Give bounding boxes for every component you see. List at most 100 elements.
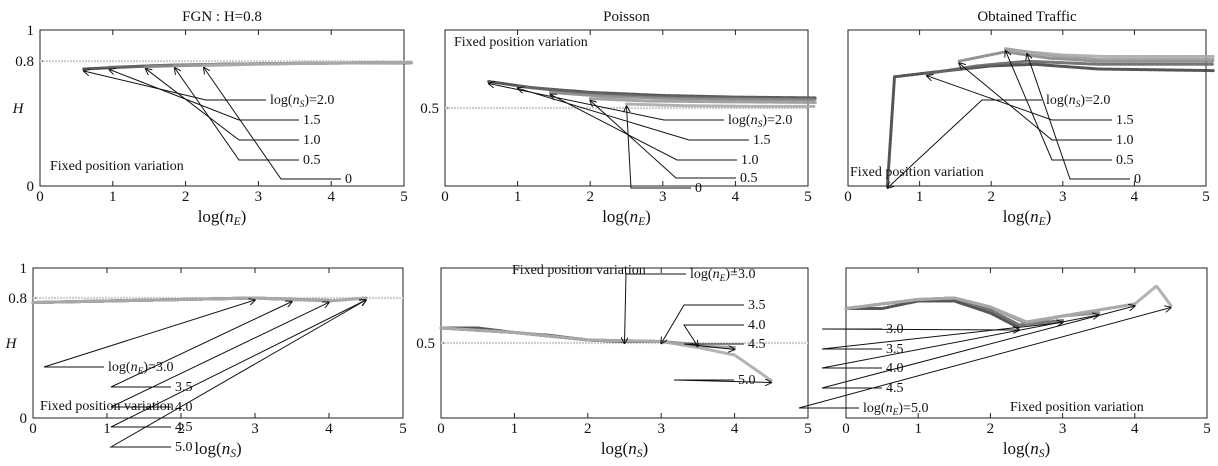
y-tick-label: 0.5 — [420, 101, 439, 117]
x-tick-label: 1 — [916, 189, 924, 205]
x-axis-label: log(nS) — [1003, 439, 1050, 460]
x-tick-label: 5 — [400, 189, 408, 205]
x-tick-label: 5 — [1203, 421, 1211, 437]
leader-arrow — [887, 99, 1042, 188]
chart-title: Poisson — [603, 9, 650, 25]
leader-arrow — [625, 273, 686, 344]
x-tick-label: 3 — [1059, 421, 1067, 437]
leader-arrow — [959, 63, 1112, 141]
x-tick-label: 1 — [109, 189, 117, 205]
series-line-5 — [844, 284, 1173, 324]
curve-label: log(nS)=2.0 — [728, 113, 792, 130]
x-axis-label: log(nE) — [1003, 207, 1052, 228]
annotation-text: Fixed position variation — [454, 35, 588, 50]
x-tick-label: 4 — [1131, 189, 1139, 205]
x-tick-label: 0 — [29, 421, 37, 437]
y-tick-label: 0.8 — [15, 54, 34, 70]
curve-label: 0.5 — [1116, 153, 1134, 168]
x-tick-label: 2 — [182, 189, 190, 205]
annotation-text: Fixed position variation — [1010, 400, 1144, 415]
leader-arrow — [627, 106, 691, 189]
leader-arrow — [1027, 54, 1130, 180]
x-tick-label: 5 — [804, 189, 812, 205]
x-tick-label: 4 — [731, 421, 739, 437]
series-line-5 — [202, 60, 413, 68]
leader-arrow — [683, 324, 744, 347]
leader-arrow — [146, 69, 299, 141]
series-line-3 — [957, 50, 1215, 63]
annotation-text: Fixed position variation — [512, 263, 646, 278]
plot-frame — [847, 29, 1207, 187]
curve-label: 1.0 — [741, 153, 759, 168]
leader-arrow — [1006, 51, 1112, 161]
y-tick-label: 0 — [27, 179, 35, 195]
curve-label: 1.0 — [303, 133, 321, 148]
leader-arrow — [110, 302, 292, 388]
leader-arrow — [821, 315, 1099, 369]
leader-arrow — [109, 300, 366, 448]
curve-label: 0.5 — [303, 153, 321, 168]
series-line-5 — [31, 296, 368, 304]
y-tick-label: 1 — [20, 261, 28, 277]
y-tick-label: 1 — [27, 23, 35, 39]
leader-arrow — [661, 304, 744, 344]
leader-arrow — [84, 71, 266, 101]
series-line-5 — [625, 102, 817, 108]
leader-arrow — [175, 68, 299, 161]
curve-label: 3.0 — [886, 322, 904, 337]
x-tick-label: 3 — [255, 189, 263, 205]
x-tick-label: 0 — [437, 421, 445, 437]
x-tick-label: 2 — [177, 421, 185, 437]
curve-label: 5.0 — [175, 440, 193, 455]
x-tick-label: 0 — [36, 189, 44, 205]
leader-arrow — [798, 308, 1171, 409]
series-line-1 — [844, 299, 1021, 330]
curve-label: 4.5 — [175, 420, 193, 435]
curve-label: 0 — [1134, 172, 1141, 187]
y-axis-label: H — [12, 101, 25, 117]
leader-arrow — [204, 68, 341, 180]
curve-label: log(nE)=3.0 — [690, 267, 755, 284]
leader-arrow — [489, 84, 724, 121]
plot-frame — [39, 29, 405, 187]
series-line-5 — [439, 326, 773, 382]
leader-arrow — [550, 94, 737, 161]
x-tick-label: 4 — [732, 189, 740, 205]
leader-arrow — [110, 300, 366, 428]
x-tick-label: 0 — [842, 421, 850, 437]
x-tick-label: 1 — [511, 421, 519, 437]
x-tick-label: 3 — [1059, 189, 1067, 205]
x-tick-label: 2 — [987, 189, 995, 205]
x-tick-label: 3 — [251, 421, 259, 437]
annotation-text: Fixed position variation — [50, 159, 184, 174]
x-tick-label: 0 — [441, 189, 449, 205]
annotation-text: Fixed position variation — [40, 399, 174, 414]
curve-label: 0.5 — [740, 171, 758, 186]
x-tick-label: 2 — [586, 189, 594, 205]
x-tick-label: 4 — [1131, 421, 1139, 437]
curve-label: 4.0 — [175, 400, 193, 415]
curve-label: 1.5 — [1116, 113, 1134, 128]
leader-arrow — [821, 323, 1063, 350]
curve-label: 0 — [345, 172, 352, 187]
series-line-5 — [1025, 50, 1215, 58]
curve-label: 1.5 — [753, 133, 771, 148]
curve-label: 4.0 — [748, 318, 766, 333]
annotation-text: Fixed position variation — [850, 165, 984, 180]
curve-label: 0 — [695, 181, 702, 196]
curve-label: 4.5 — [748, 337, 766, 352]
leader-arrow — [590, 101, 736, 179]
y-axis-label: H — [5, 336, 18, 352]
curve-label: 3.5 — [175, 380, 193, 395]
curve-label: 3.5 — [748, 298, 766, 313]
x-tick-label: 5 — [1202, 189, 1210, 205]
x-tick-label: 1 — [914, 421, 922, 437]
series-line-3 — [548, 90, 817, 102]
leader-arrow — [683, 343, 744, 350]
leader-arrow — [110, 302, 329, 408]
x-tick-label: 5 — [399, 421, 407, 437]
curve-label: 1.5 — [303, 113, 321, 128]
